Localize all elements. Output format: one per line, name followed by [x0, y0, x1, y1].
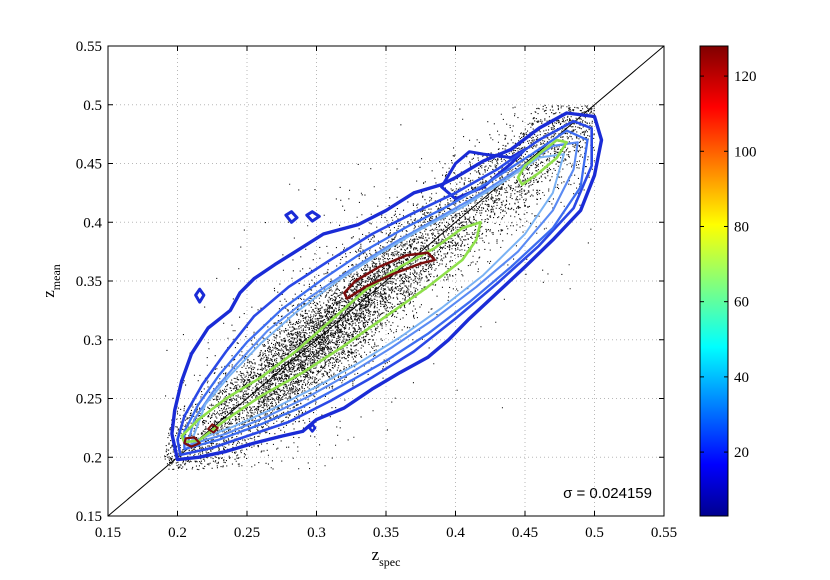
x-tick-label: 0.45	[512, 525, 538, 541]
contour-level-10	[176, 119, 594, 457]
y-tick-label: 0.3	[83, 333, 102, 349]
contour-level-5	[308, 422, 317, 433]
contour-level-60	[516, 138, 569, 186]
x-tick-label: 0.5	[585, 525, 604, 541]
contour-level-5	[440, 147, 527, 201]
colorbar-tick-label: 60	[734, 295, 749, 311]
contour-level-118	[183, 436, 201, 448]
colorbar-tick-label: 80	[734, 219, 749, 235]
x-tick-label: 0.2	[168, 525, 187, 541]
sigma-annotation: σ = 0.024159	[563, 485, 652, 502]
x-tick-label: 0.3	[307, 525, 326, 541]
x-tick-label: 0.55	[651, 525, 677, 541]
x-axis-ticks: 0.15 0.2 0.25 0.3 0.35 0.4 0.45 0.5 0.55	[95, 46, 677, 541]
colorbar-tick-label: 120	[734, 69, 757, 85]
density-contours	[170, 111, 604, 462]
colorbar-ticks: 20 40 60 80 100 120	[700, 69, 757, 461]
contour-level-5	[194, 287, 206, 304]
y-tick-label: 0.55	[76, 39, 102, 55]
colorbar	[699, 45, 729, 517]
colorbar-tick-label: 40	[734, 370, 749, 386]
x-tick-label: 0.4	[446, 525, 465, 541]
y-tick-label: 0.35	[76, 274, 102, 290]
contour-level-5	[170, 111, 604, 462]
colorbar-tick-label: 20	[734, 445, 749, 461]
y-tick-label: 0.45	[76, 157, 102, 173]
y-axis-label-group: zmean	[39, 264, 63, 298]
x-tick-label: 0.35	[373, 525, 399, 541]
y-tick-label: 0.5	[83, 98, 102, 114]
y-tick-label: 0.25	[76, 392, 102, 408]
contour-level-5	[305, 210, 321, 223]
x-axis-label: zspec	[372, 545, 401, 569]
contour-level-118	[207, 423, 219, 434]
x-tick-label: 0.15	[95, 525, 121, 541]
y-axis-label: zmean	[39, 264, 63, 298]
contour-level-15	[183, 129, 589, 451]
contour-level-60	[180, 221, 482, 444]
y-tick-label: 0.15	[76, 509, 102, 525]
contour-level-118	[343, 251, 436, 300]
contour-level-5	[284, 210, 299, 224]
contour-level-28	[190, 153, 565, 443]
colorbar-tick-label: 100	[734, 144, 757, 160]
y-tick-label: 0.4	[83, 215, 102, 231]
x-tick-label: 0.25	[234, 525, 260, 541]
y-tick-label: 0.2	[83, 450, 102, 466]
y-axis-ticks: 0.15 0.2 0.25 0.3 0.35 0.4 0.45 0.5 0.55	[76, 39, 664, 525]
